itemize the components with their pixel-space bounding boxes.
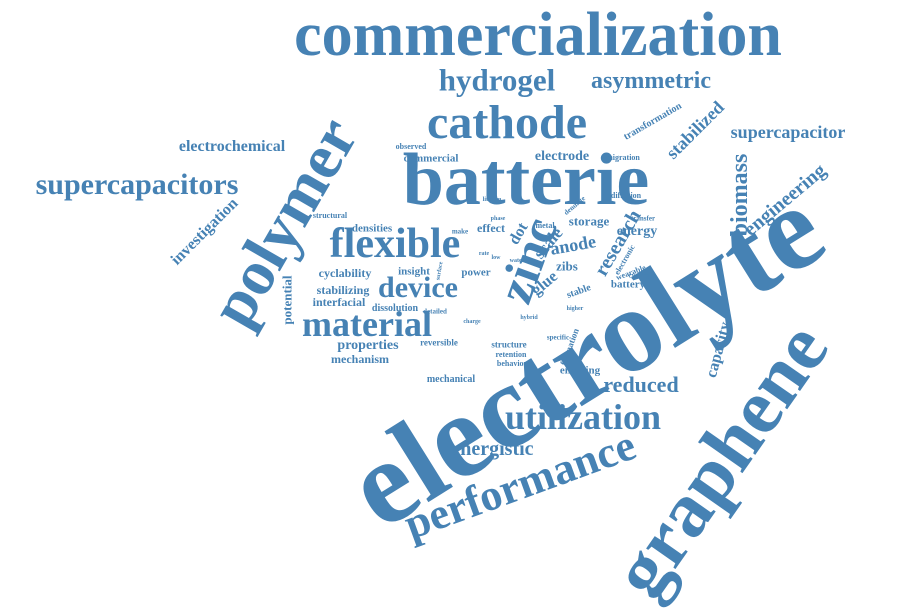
word-charge: charge [463, 319, 481, 325]
word-power: power [461, 266, 491, 279]
word-water: water [509, 258, 525, 264]
word-flexible: flexible [329, 221, 461, 267]
word-synergistic: synergistic [442, 438, 534, 460]
word-utilization: utilization [504, 397, 662, 437]
word-cyclability: cyclability [318, 266, 372, 280]
word-observed: observed [395, 142, 427, 151]
word-structure: structure [491, 339, 527, 350]
word-phase: phase [490, 216, 506, 222]
word-cycling: cycling [628, 271, 650, 280]
word-commercial: commercial [403, 152, 459, 165]
word-behavior: behavior [496, 359, 528, 368]
word-metal: metal [535, 221, 555, 230]
word-material: material [302, 304, 432, 344]
word-supercapacitors: supercapacitors [35, 168, 239, 201]
word-cathode: cathode [427, 96, 587, 149]
word-enabling: enabling [559, 364, 601, 377]
word-batterie: batterie [402, 139, 650, 221]
word-properties: properties [337, 338, 399, 353]
word-electrode: electrode [534, 149, 590, 164]
word-battery: battery [610, 278, 646, 291]
word-stabilizing: stabilizing [316, 283, 370, 297]
word-mechanical: mechanical [426, 374, 476, 385]
word-asymmetric: asymmetric [591, 68, 711, 94]
word-retention: retention [495, 350, 527, 359]
word-detailed: detailed [423, 307, 447, 316]
word-dissolution: dissolution [371, 303, 419, 314]
word-supercapacitor: supercapacitor [730, 122, 846, 142]
word-make: make [451, 227, 469, 236]
word-diffusion: diffusion [610, 191, 642, 200]
word-commercialization: commercialization [294, 1, 782, 69]
word-higher: higher [566, 306, 584, 312]
word-interfacial: interfacial [312, 295, 366, 309]
word-hybrid: hybrid [520, 315, 538, 321]
word-storage: storage [568, 213, 610, 229]
word-densities: densities [351, 222, 393, 235]
word-transfer: transfer [630, 214, 656, 223]
word-reduced: reduced [603, 372, 679, 397]
word-low: low [491, 255, 501, 261]
word-structural: structural [312, 211, 348, 220]
word-electrochemical: electrochemical [178, 138, 286, 155]
word-energy: energy [616, 224, 658, 239]
word-specific: specific [546, 333, 570, 342]
word-potential: potential [279, 275, 295, 325]
word-zibs: zibs [556, 258, 578, 274]
word-migration: migration [606, 153, 640, 162]
word-lithium: lithium [482, 197, 502, 203]
word-insight: insight [398, 265, 430, 278]
word-effect: effect [477, 221, 505, 235]
word-device: device [378, 271, 458, 304]
word-mechanism: mechanism [331, 352, 389, 366]
word-hydrogel: hydrogel [438, 62, 556, 98]
word-reversible: reversible [420, 337, 458, 348]
word-rate: rate [478, 251, 490, 257]
